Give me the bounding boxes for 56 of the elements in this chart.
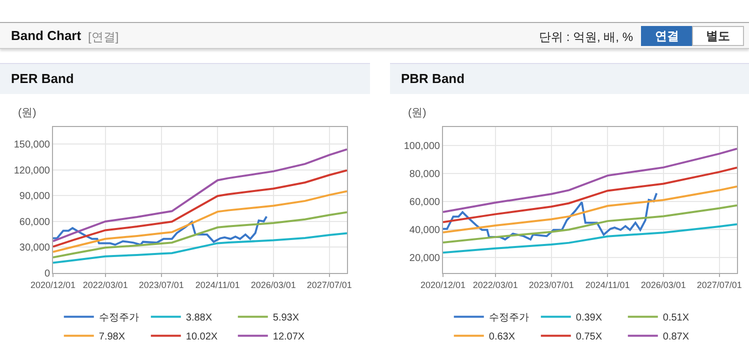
legend-label: 수정주가	[98, 312, 139, 324]
y-tick-label: 30,000	[19, 242, 50, 254]
text: [연결]	[88, 29, 119, 46]
chart-title: PBR Band	[390, 63, 749, 94]
legend-label: 12.07X	[272, 332, 305, 343]
x-tick-label: 2023/07/01	[138, 280, 184, 290]
y-tick-label: 0	[44, 268, 50, 280]
y-tick-label: 60,000	[19, 216, 50, 228]
x-tick-label: 2020/12/01	[420, 280, 466, 290]
x-tick-label: 2020/12/01	[30, 280, 76, 290]
y-tick-label: 80,000	[409, 168, 440, 180]
line-series	[443, 204, 737, 244]
x-tick-label: 2027/07/01	[306, 280, 352, 290]
text: 연결	[641, 26, 693, 46]
x-tick-label: 2024/11/01	[195, 280, 240, 290]
legend-label: 수정주가	[488, 312, 529, 324]
text: 별도	[692, 26, 744, 46]
x-tick-label: 2024/11/01	[585, 280, 630, 290]
line-series	[443, 223, 737, 254]
legend-label: 0.87X	[662, 332, 690, 343]
x-tick-label: 2022/03/01	[82, 280, 128, 290]
y-tick-label: 90,000	[19, 191, 50, 202]
legend-label: 0.51X	[662, 312, 690, 324]
line-series	[443, 166, 737, 224]
legend-label: 5.93X	[272, 312, 300, 324]
chart-title: PER Band	[0, 63, 370, 94]
line-series	[53, 211, 347, 258]
y-tick-label: 20,000	[409, 253, 440, 264]
line-series	[53, 232, 347, 264]
text: 단위 : 억원, 배, %	[538, 29, 633, 46]
legend-label: 0.63X	[488, 332, 516, 343]
legend-label: 0.39X	[576, 312, 602, 324]
x-tick-label: 2022/03/01	[472, 280, 518, 290]
y-tick-label: 120,000	[14, 165, 50, 176]
text: Band Chart	[11, 28, 82, 43]
y-tick-label: 100,000	[404, 140, 440, 152]
x-tick-label: 2027/07/01	[696, 280, 742, 290]
legend-label: 3.88X	[186, 312, 212, 324]
y-axis-title: (원)	[18, 107, 36, 119]
line-series	[443, 192, 658, 240]
x-tick-label: 2026/03/01	[640, 280, 686, 290]
line-series	[53, 190, 347, 253]
y-tick-label: 40,000	[409, 224, 440, 236]
x-tick-label: 2023/07/01	[528, 280, 574, 290]
legend-label: 0.75X	[576, 332, 602, 343]
legend-label: 7.98X	[98, 332, 126, 343]
line-series	[53, 215, 268, 246]
x-tick-label: 2026/03/01	[250, 280, 296, 290]
legend-label: 10.02X	[186, 332, 218, 343]
line-series	[443, 148, 737, 214]
line-series	[53, 169, 347, 248]
y-axis-title: (원)	[408, 107, 426, 119]
y-tick-label: 150,000	[14, 140, 50, 151]
line-series	[53, 148, 347, 242]
line-series	[443, 186, 737, 234]
y-tick-label: 60,000	[409, 196, 440, 208]
